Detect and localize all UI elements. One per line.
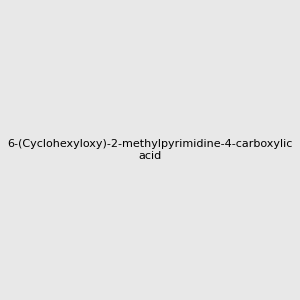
Text: 6-(Cyclohexyloxy)-2-methylpyrimidine-4-carboxylic acid: 6-(Cyclohexyloxy)-2-methylpyrimidine-4-c…	[7, 139, 293, 161]
